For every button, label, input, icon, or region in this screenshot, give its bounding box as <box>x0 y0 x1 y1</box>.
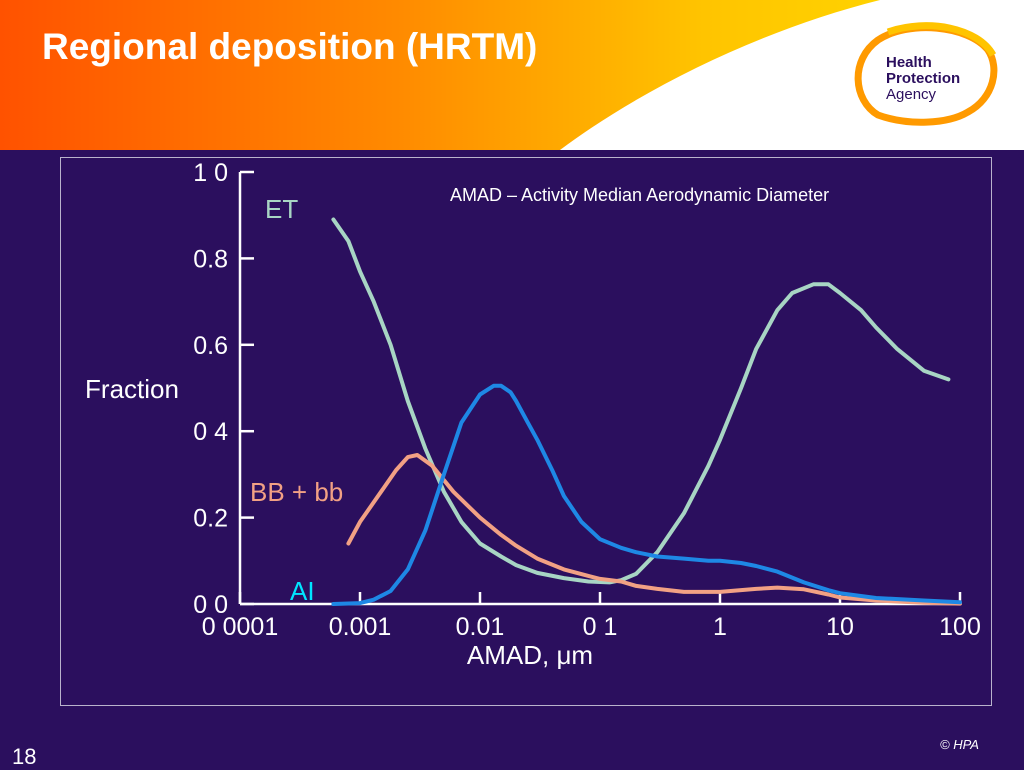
series-label-et: ET <box>265 194 298 224</box>
series-label-bb: BB + bb <box>250 477 343 507</box>
copyright: © HPA <box>940 737 979 752</box>
series-label-ai: AI <box>290 576 315 606</box>
x-tick-label: 0.01 <box>456 613 505 641</box>
x-tick-label: 0 0001 <box>202 613 278 641</box>
logo-line-1: Health <box>886 54 932 71</box>
logo-line-2: Protection <box>886 70 960 87</box>
y-tick-label: 0.8 <box>193 245 228 273</box>
y-tick-label: 1 0 <box>193 159 228 187</box>
slide-title: Regional deposition (HRTM) <box>42 26 538 67</box>
logo-line-3: Agency <box>886 86 937 103</box>
x-axis-title: AMAD, μm <box>467 640 593 670</box>
series-line-bb <box>346 453 962 606</box>
chart-labels: 0 0 0.2 0 4 0.6 0.8 1 0 0 0001 0.001 0.01 0 1 1 10 1… <box>85 159 981 670</box>
y-tick-label: 0.2 <box>193 505 228 533</box>
x-tick-label: 0 1 <box>583 613 618 641</box>
y-tick-label: 0 0 <box>193 591 228 619</box>
series-line-et <box>331 217 951 585</box>
x-tick-label: 0.001 <box>329 613 392 641</box>
chart-series <box>331 217 962 606</box>
chart-annotation: AMAD – Activity Median Aerodynamic Diame… <box>450 185 829 205</box>
series-line-ai <box>331 383 962 606</box>
x-tick-label: 100 <box>939 613 981 641</box>
hpa-logo: Health Protection Agency <box>854 22 998 126</box>
x-tick-label: 10 <box>826 613 854 641</box>
y-axis-title: Fraction <box>85 374 179 404</box>
y-tick-label: 0 4 <box>193 418 228 446</box>
x-tick-label: 1 <box>713 613 727 641</box>
chart-frame <box>60 157 992 706</box>
slide-number: 18 <box>12 744 37 769</box>
header-gradient-band <box>0 0 880 150</box>
slide-header: Regional deposition (HRTM) Health Protec… <box>0 0 1024 150</box>
y-tick-label: 0.6 <box>193 332 228 360</box>
